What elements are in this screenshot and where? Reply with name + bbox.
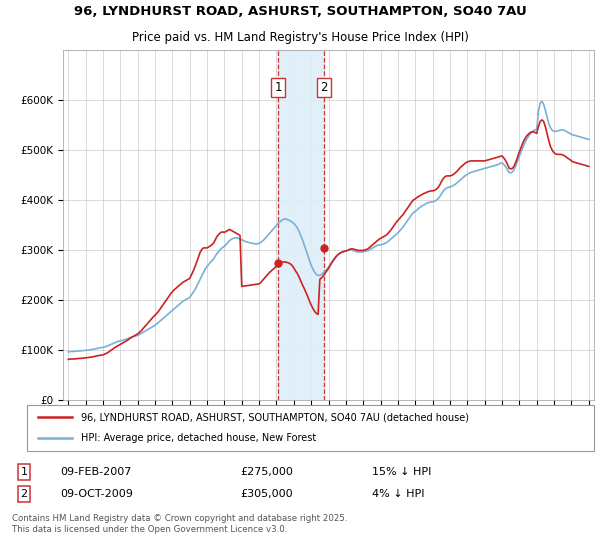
Text: £275,000: £275,000	[240, 467, 293, 477]
Text: 96, LYNDHURST ROAD, ASHURST, SOUTHAMPTON, SO40 7AU (detached house): 96, LYNDHURST ROAD, ASHURST, SOUTHAMPTON…	[81, 412, 469, 422]
Text: 09-FEB-2007: 09-FEB-2007	[60, 467, 131, 477]
Text: 2: 2	[20, 489, 28, 499]
Text: 15% ↓ HPI: 15% ↓ HPI	[372, 467, 431, 477]
Bar	[278, 50, 324, 400]
Text: £305,000: £305,000	[240, 489, 293, 499]
Text: Price paid vs. HM Land Registry's House Price Index (HPI): Price paid vs. HM Land Registry's House …	[131, 31, 469, 44]
Text: 96, LYNDHURST ROAD, ASHURST, SOUTHAMPTON, SO40 7AU: 96, LYNDHURST ROAD, ASHURST, SOUTHAMPTON…	[74, 6, 526, 18]
Text: Contains HM Land Registry data © Crown copyright and database right 2025.
This d: Contains HM Land Registry data © Crown c…	[12, 515, 347, 534]
Text: 1: 1	[274, 81, 282, 94]
Text: 4% ↓ HPI: 4% ↓ HPI	[372, 489, 425, 499]
Text: 1: 1	[20, 467, 28, 477]
Text: HPI: Average price, detached house, New Forest: HPI: Average price, detached house, New …	[81, 433, 316, 444]
Text: 09-OCT-2009: 09-OCT-2009	[60, 489, 133, 499]
Text: 2: 2	[320, 81, 328, 94]
